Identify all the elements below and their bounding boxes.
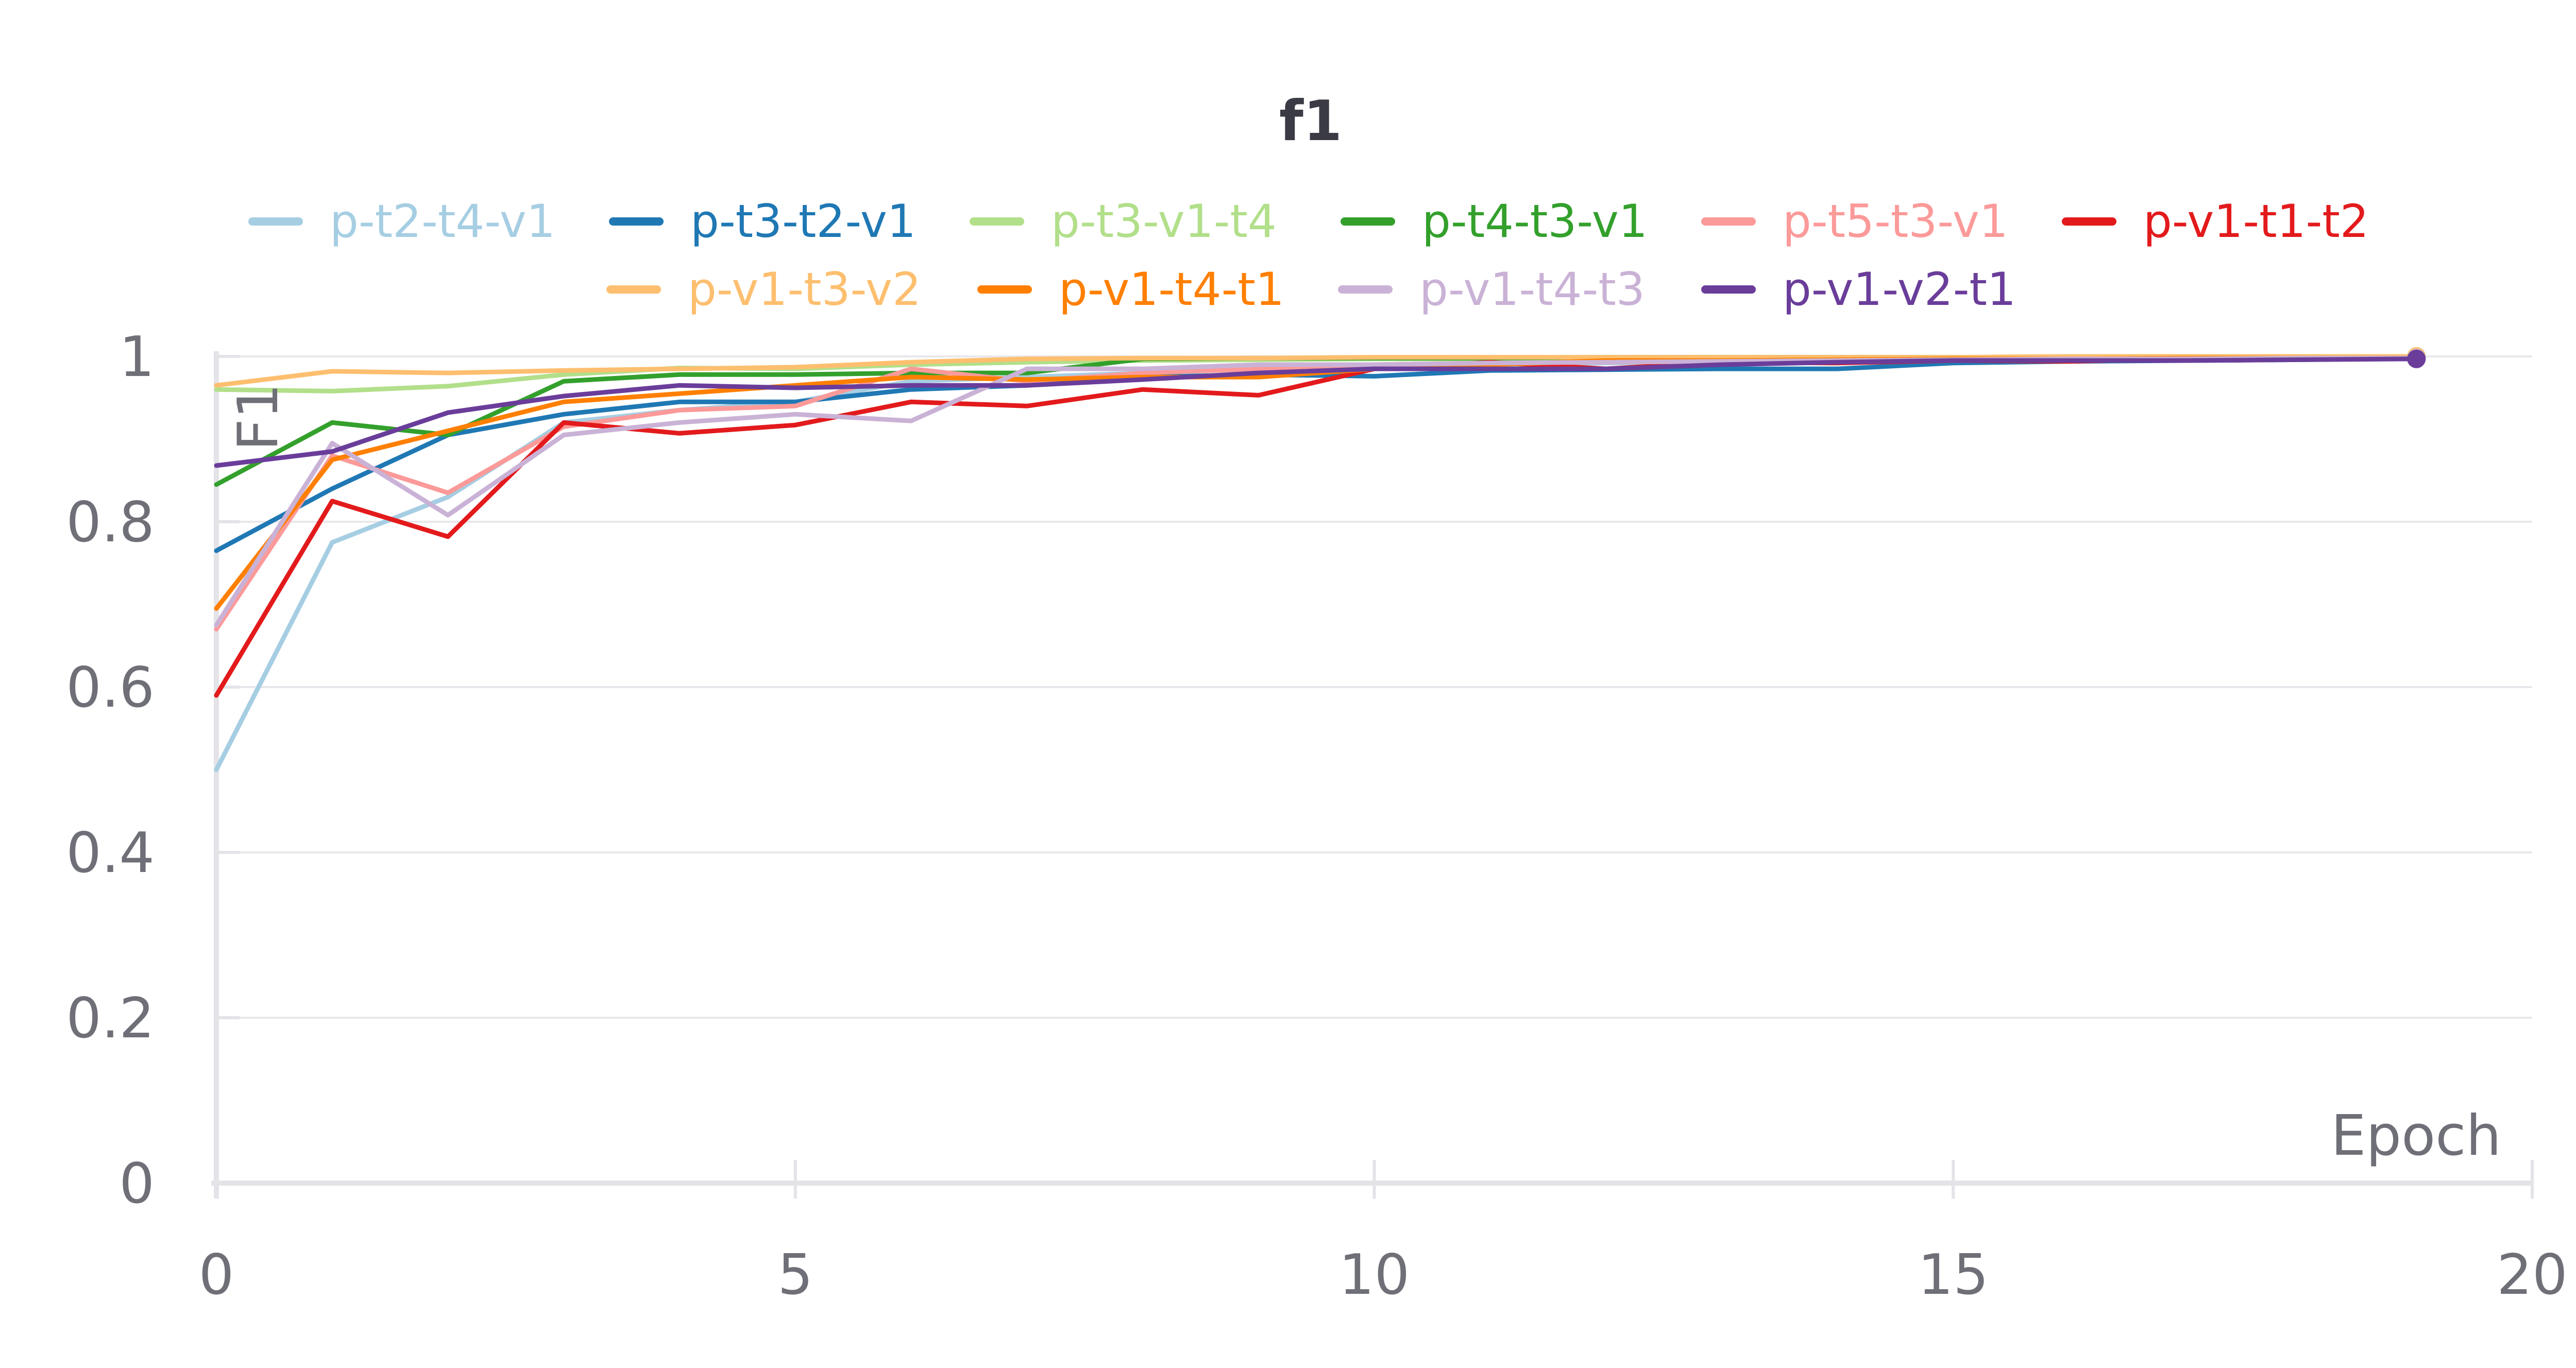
legend-item-p-t2-t4-v1[interactable]: p-t2-t4-v1 — [248, 195, 555, 248]
y-axis-label: F1 — [226, 384, 291, 451]
x-axis-label: Epoch — [2331, 1104, 2501, 1168]
legend-item-p-t5-t3-v1[interactable]: p-t5-t3-v1 — [1701, 195, 2008, 248]
x-tick-label: 20 — [2497, 1243, 2567, 1307]
series-line-p-v1-v2-t1 — [214, 356, 2419, 468]
legend-item-p-v1-t4-t3[interactable]: p-v1-t4-t3 — [1338, 263, 1645, 316]
legend-label: p-t5-t3-v1 — [1783, 195, 2008, 248]
x-tick-label: 10 — [1339, 1243, 1410, 1307]
x-tick-label: 0 — [199, 1243, 234, 1307]
series-line-p-v1-t4-t1 — [214, 355, 2419, 611]
series-layer — [214, 347, 2426, 772]
legend-label: p-v1-t3-v2 — [688, 263, 921, 316]
x-tick-label: 15 — [1918, 1243, 1989, 1307]
legend-label: p-v1-t4-t1 — [1059, 263, 1284, 316]
series-line-p-v1-t3-v2 — [214, 354, 2419, 388]
y-tick-label: 0.8 — [66, 490, 155, 555]
legend-label: p-t3-v1-t4 — [1051, 195, 1277, 248]
axes: 00.20.40.60.810 5 10 15 20 — [66, 325, 2567, 1307]
y-tick-label: 1 — [119, 325, 155, 389]
legend-label: p-t3-t2-v1 — [690, 195, 916, 248]
legend-label: p-t4-t3-v1 — [1422, 195, 1648, 248]
x-tick-label: 5 — [777, 1243, 813, 1307]
legend-item-p-v1-t4-t1[interactable]: p-v1-t4-t1 — [977, 263, 1284, 316]
legend-label: p-v1-t4-t3 — [1419, 263, 1645, 316]
series-line-p-v1-t1-t2 — [214, 355, 2419, 698]
y-tick-label: 0.6 — [66, 656, 155, 720]
legend-item-p-v1-t1-t2[interactable]: p-v1-t1-t2 — [2062, 195, 2369, 248]
legend-item-p-t3-v1-t4[interactable]: p-t3-v1-t4 — [970, 195, 1277, 248]
legend: p-t2-t4-v1 p-t3-t2-v1 p-t3-v1-t4 p-t4-t3-v1… — [248, 195, 2369, 316]
legend-label: p-t2-t4-v1 — [330, 195, 555, 248]
series-end-marker-p-v1-v2-t1 — [2407, 349, 2426, 368]
legend-label: p-v1-t1-t2 — [2143, 195, 2369, 248]
gridlines — [216, 355, 2532, 1019]
y-tick-label: 0.2 — [66, 986, 155, 1051]
series-line-p-t2-t4-v1 — [214, 355, 2419, 772]
legend-item-p-t4-t3-v1[interactable]: p-t4-t3-v1 — [1341, 195, 1648, 248]
y-tick-label: 0 — [119, 1152, 155, 1216]
legend-item-p-v1-v2-t1[interactable]: p-v1-v2-t1 — [1701, 263, 2016, 316]
legend-item-p-v1-t3-v2[interactable]: p-v1-t3-v2 — [606, 263, 921, 316]
legend-item-p-t3-t2-v1[interactable]: p-t3-t2-v1 — [609, 195, 916, 248]
legend-label: p-v1-v2-t1 — [1783, 263, 2016, 316]
chart-title: f1 — [1279, 89, 1342, 153]
y-tick-label: 0.4 — [66, 821, 155, 885]
